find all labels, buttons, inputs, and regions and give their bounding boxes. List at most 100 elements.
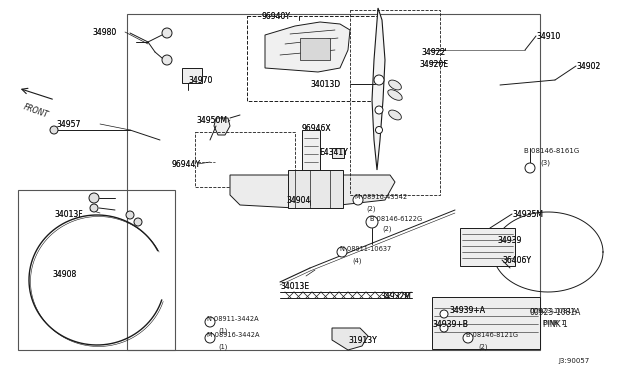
Text: 34013E: 34013E — [280, 282, 309, 291]
Bar — [288, 170, 343, 208]
Polygon shape — [265, 22, 350, 72]
Bar — [127, 14, 540, 350]
Text: 34013F: 34013F — [54, 210, 83, 219]
Text: 34922: 34922 — [421, 48, 445, 57]
Circle shape — [134, 218, 142, 226]
Text: 34950M: 34950M — [196, 116, 227, 125]
Circle shape — [205, 317, 215, 327]
Circle shape — [50, 126, 58, 134]
Text: 34950M: 34950M — [196, 116, 227, 125]
Text: 34013F: 34013F — [54, 210, 83, 219]
Circle shape — [353, 195, 363, 205]
Circle shape — [366, 216, 378, 228]
Polygon shape — [332, 328, 368, 350]
Polygon shape — [230, 175, 395, 208]
Text: B 08146-8161G: B 08146-8161G — [524, 148, 579, 154]
Text: (2): (2) — [478, 344, 488, 350]
Text: 36406Y: 36406Y — [502, 256, 531, 265]
Circle shape — [126, 211, 134, 219]
Circle shape — [376, 126, 383, 134]
Text: B 08146-8121G: B 08146-8121G — [466, 332, 518, 338]
Text: 34980: 34980 — [92, 28, 116, 37]
Text: N 08911-10637: N 08911-10637 — [340, 246, 391, 252]
Text: 96940Y: 96940Y — [262, 12, 291, 21]
Text: PINK 1: PINK 1 — [543, 320, 566, 326]
Text: (3): (3) — [540, 160, 550, 167]
Text: 00923-1081A: 00923-1081A — [530, 308, 578, 314]
Circle shape — [440, 324, 448, 332]
Text: 34013D: 34013D — [310, 80, 340, 89]
Bar — [350, 10, 440, 195]
Bar — [432, 297, 540, 349]
Text: PINK 1: PINK 1 — [543, 320, 568, 329]
Ellipse shape — [388, 80, 401, 90]
Text: 96944Y: 96944Y — [172, 160, 201, 169]
Text: 34939+B: 34939+B — [432, 320, 468, 329]
Text: M 08916-43542: M 08916-43542 — [355, 194, 407, 200]
Text: 96946X: 96946X — [301, 124, 331, 133]
Text: 34904: 34904 — [286, 196, 310, 205]
Text: 00923-1081A: 00923-1081A — [530, 308, 581, 317]
Text: 34910: 34910 — [536, 32, 560, 41]
Text: 34980: 34980 — [92, 28, 116, 37]
Text: 34920E: 34920E — [419, 60, 448, 69]
Text: 34957: 34957 — [56, 120, 81, 129]
Text: 34935M: 34935M — [512, 210, 543, 219]
Ellipse shape — [388, 90, 402, 100]
Bar — [18, 190, 175, 350]
Text: 96940Y: 96940Y — [262, 12, 291, 21]
Text: 34957: 34957 — [56, 120, 81, 129]
Text: 34939+A: 34939+A — [449, 306, 485, 315]
Bar — [332, 148, 344, 158]
Circle shape — [463, 333, 473, 343]
Circle shape — [337, 247, 347, 257]
Text: B 08146-6122G: B 08146-6122G — [370, 216, 422, 222]
Ellipse shape — [388, 110, 401, 120]
Text: 34970: 34970 — [188, 76, 212, 85]
Text: E4341Y: E4341Y — [319, 148, 348, 157]
Text: 34922: 34922 — [421, 48, 445, 57]
Circle shape — [205, 333, 215, 343]
Text: 34935M: 34935M — [512, 210, 543, 219]
Circle shape — [374, 75, 384, 85]
Text: 34904: 34904 — [286, 196, 310, 205]
Circle shape — [90, 204, 98, 212]
Text: 34939+B: 34939+B — [432, 320, 468, 329]
Text: 34932M: 34932M — [380, 292, 411, 301]
Text: 34908: 34908 — [52, 270, 76, 279]
Text: 34920E: 34920E — [419, 60, 448, 69]
Bar — [460, 228, 515, 266]
Text: E4341Y: E4341Y — [319, 148, 348, 157]
Text: 96944Y: 96944Y — [172, 160, 201, 169]
Circle shape — [525, 163, 535, 173]
Text: (4): (4) — [352, 258, 362, 264]
Text: J3:90057: J3:90057 — [558, 358, 589, 364]
Text: N 08911-3442A: N 08911-3442A — [207, 316, 259, 322]
Text: (1): (1) — [218, 344, 227, 350]
Bar — [300, 38, 330, 60]
Text: 34902: 34902 — [576, 62, 600, 71]
Circle shape — [162, 55, 172, 65]
Text: 31913Y: 31913Y — [348, 336, 377, 345]
Text: 34970: 34970 — [188, 76, 212, 85]
Polygon shape — [214, 118, 230, 135]
Text: 34939+A: 34939+A — [449, 306, 485, 315]
Bar — [302, 130, 320, 182]
Text: (2): (2) — [382, 226, 392, 232]
Bar — [195, 132, 295, 187]
Text: FRONT: FRONT — [22, 102, 49, 119]
Text: 96946X: 96946X — [301, 124, 331, 133]
Text: 36406Y: 36406Y — [502, 256, 531, 265]
Text: 34939: 34939 — [497, 236, 522, 245]
Text: (1): (1) — [218, 328, 227, 334]
Circle shape — [440, 310, 448, 318]
Circle shape — [162, 28, 172, 38]
Bar — [182, 68, 202, 83]
Circle shape — [89, 193, 99, 203]
Circle shape — [375, 106, 383, 114]
Text: 34013E: 34013E — [280, 282, 309, 291]
Text: 34013D: 34013D — [310, 80, 340, 89]
Text: 34910: 34910 — [536, 32, 560, 41]
Text: 34932M: 34932M — [380, 292, 411, 301]
Bar — [247, 16, 377, 101]
